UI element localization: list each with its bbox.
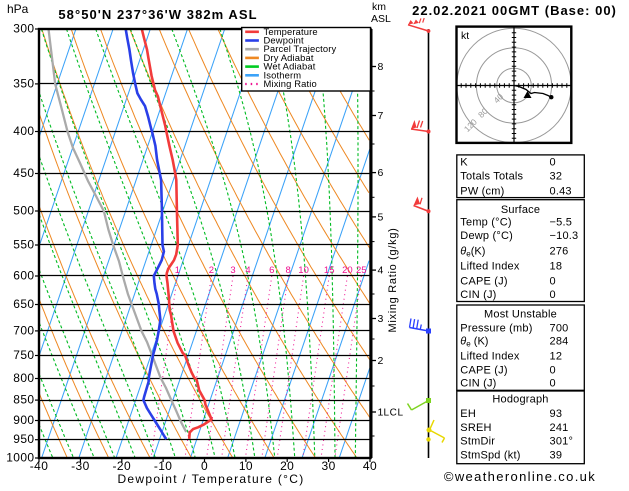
svg-text:Isotherm: Isotherm: [264, 69, 302, 80]
svg-text:θe(K): θe(K): [460, 246, 485, 259]
svg-text:Hodograph: Hodograph: [492, 394, 548, 406]
svg-text:8: 8: [378, 61, 384, 73]
svg-text:1: 1: [175, 265, 180, 276]
svg-text:Wet Adiabat: Wet Adiabat: [264, 61, 316, 72]
svg-text:3: 3: [230, 265, 235, 276]
svg-text:18: 18: [550, 260, 563, 272]
svg-text:Temp (°C): Temp (°C): [460, 217, 511, 229]
svg-text:93: 93: [550, 408, 563, 420]
svg-text:Parcel Trajectory: Parcel Trajectory: [264, 43, 337, 54]
svg-text:850: 850: [13, 393, 34, 407]
svg-text:Totals Totals: Totals Totals: [460, 171, 523, 183]
svg-text:750: 750: [13, 348, 34, 362]
svg-text:400: 400: [13, 124, 34, 138]
svg-text:700: 700: [13, 323, 34, 337]
svg-text:950: 950: [13, 432, 34, 446]
svg-text:30: 30: [322, 459, 336, 473]
svg-text:700: 700: [550, 322, 569, 334]
svg-text:−10.3: −10.3: [550, 230, 579, 242]
svg-text:Most Unstable: Most Unstable: [484, 309, 557, 321]
svg-text:0: 0: [550, 364, 556, 376]
svg-text:1000: 1000: [6, 451, 34, 465]
svg-text:ASL: ASL: [371, 13, 391, 25]
svg-text:600: 600: [13, 269, 34, 283]
svg-text:kt: kt: [461, 30, 469, 42]
svg-text:0: 0: [550, 377, 556, 389]
svg-text:800: 800: [13, 371, 34, 385]
svg-text:SREH: SREH: [460, 422, 491, 434]
svg-text:276: 276: [550, 246, 569, 258]
svg-text:K: K: [460, 156, 468, 168]
svg-text:CAPE (J): CAPE (J): [460, 364, 507, 376]
svg-text:12: 12: [550, 350, 563, 362]
svg-text:km: km: [372, 1, 386, 13]
svg-text:0: 0: [550, 156, 556, 168]
svg-text:10: 10: [298, 265, 309, 276]
svg-text:Mixing Ratio (g/kg): Mixing Ratio (g/kg): [387, 228, 399, 333]
svg-text:500: 500: [13, 204, 34, 218]
svg-text:Dewp (°C): Dewp (°C): [460, 230, 513, 242]
svg-text:Temperature: Temperature: [264, 26, 318, 37]
svg-text:Dry Adiabat: Dry Adiabat: [264, 52, 314, 63]
svg-text:LCL: LCL: [384, 408, 404, 419]
svg-text:CIN (J): CIN (J): [460, 377, 496, 389]
svg-text:4: 4: [378, 265, 384, 277]
svg-text:-20: -20: [113, 459, 132, 473]
svg-text:Mixing Ratio: Mixing Ratio: [264, 78, 317, 89]
svg-text:900: 900: [13, 413, 34, 427]
svg-text:22.02.2021 00GMT (Base: 00): 22.02.2021 00GMT (Base: 00): [412, 3, 617, 18]
svg-text:1: 1: [378, 407, 384, 419]
svg-text:PW (cm): PW (cm): [460, 186, 504, 198]
svg-text:0: 0: [550, 289, 556, 301]
svg-text:6: 6: [378, 167, 384, 179]
svg-text:7: 7: [378, 110, 384, 122]
svg-text:4: 4: [245, 265, 250, 276]
svg-text:hPa: hPa: [7, 2, 29, 16]
svg-text:StmDir: StmDir: [460, 436, 495, 448]
svg-text:−5.5: −5.5: [550, 217, 573, 229]
svg-text:301°: 301°: [550, 436, 574, 448]
svg-text:-30: -30: [71, 459, 90, 473]
svg-text:CIN (J): CIN (J): [460, 289, 496, 301]
svg-text:32: 32: [550, 171, 563, 183]
svg-text:0.43: 0.43: [550, 186, 572, 198]
svg-text:10: 10: [239, 459, 253, 473]
svg-text:Lifted Index: Lifted Index: [460, 260, 520, 272]
svg-text:CAPE (J): CAPE (J): [460, 275, 507, 287]
svg-text:20: 20: [280, 459, 294, 473]
svg-text:θe (K): θe (K): [460, 336, 488, 349]
svg-text:EH: EH: [460, 408, 476, 420]
svg-text:15: 15: [324, 265, 335, 276]
svg-text:20: 20: [342, 265, 353, 276]
svg-text:2: 2: [378, 355, 384, 367]
svg-text:350: 350: [13, 76, 34, 90]
svg-text:25: 25: [356, 265, 367, 276]
svg-text:650: 650: [13, 297, 34, 311]
svg-text:©weatheronline.co.uk: ©weatheronline.co.uk: [444, 469, 596, 484]
svg-text:39: 39: [550, 449, 563, 461]
svg-text:300: 300: [13, 22, 34, 36]
svg-text:StmSpd (kt): StmSpd (kt): [460, 449, 520, 461]
svg-text:550: 550: [13, 238, 34, 252]
svg-text:2: 2: [209, 265, 214, 276]
svg-text:3: 3: [378, 313, 384, 325]
svg-text:40: 40: [363, 459, 377, 473]
svg-text:58°50'N 237°36'W 382m ASL: 58°50'N 237°36'W 382m ASL: [58, 7, 257, 22]
svg-text:5: 5: [378, 211, 384, 223]
svg-text:8: 8: [286, 265, 291, 276]
svg-text:6: 6: [269, 265, 274, 276]
svg-text:450: 450: [13, 166, 34, 180]
svg-text:241: 241: [550, 422, 569, 434]
svg-text:Dewpoint: Dewpoint: [264, 35, 305, 46]
svg-text:-10: -10: [154, 459, 173, 473]
svg-text:Surface: Surface: [501, 204, 540, 216]
svg-text:284: 284: [550, 336, 569, 348]
svg-text:0: 0: [201, 459, 208, 473]
svg-text:Dewpoint / Temperature (°C): Dewpoint / Temperature (°C): [117, 472, 304, 486]
svg-text:Pressure (mb): Pressure (mb): [460, 322, 532, 334]
svg-text:-40: -40: [30, 459, 49, 473]
svg-text:Lifted Index: Lifted Index: [460, 350, 520, 362]
svg-text:0: 0: [550, 275, 556, 287]
